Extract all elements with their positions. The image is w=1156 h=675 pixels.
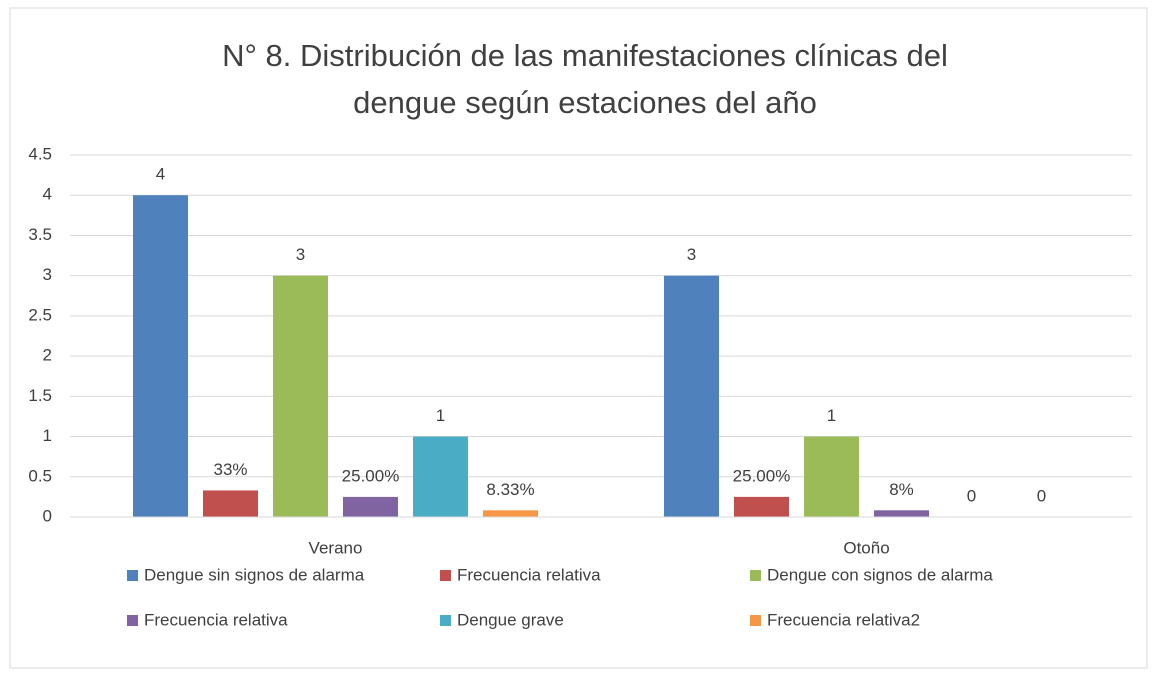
legend-swatch bbox=[440, 570, 451, 581]
bar bbox=[413, 436, 468, 517]
y-tick-label: 1.5 bbox=[28, 386, 52, 405]
data-label: 8.33% bbox=[486, 480, 534, 499]
chart-frame bbox=[9, 7, 1148, 669]
bar bbox=[203, 490, 258, 517]
y-tick-label: 3.5 bbox=[28, 225, 52, 244]
data-label: 1 bbox=[436, 406, 445, 425]
legend-label: Frecuencia relativa bbox=[144, 610, 288, 629]
legend-swatch bbox=[750, 570, 761, 581]
y-tick-label: 4 bbox=[43, 185, 52, 204]
legend-swatch bbox=[127, 615, 138, 626]
data-label: 25.00% bbox=[733, 466, 791, 485]
bar bbox=[734, 496, 789, 517]
bar bbox=[483, 510, 538, 517]
legend-swatch bbox=[127, 570, 138, 581]
x-tick-label: Verano bbox=[309, 538, 363, 557]
bar bbox=[874, 510, 929, 517]
legend-label: Dengue sin signos de alarma bbox=[144, 565, 365, 584]
legend-label: Frecuencia relativa2 bbox=[767, 610, 920, 629]
data-label: 3 bbox=[687, 245, 696, 264]
x-tick-label: Otoño bbox=[843, 538, 889, 557]
y-tick-label: 4.5 bbox=[28, 144, 52, 163]
legend-label: Dengue grave bbox=[457, 610, 564, 629]
data-label: 4 bbox=[156, 165, 165, 184]
data-label: 3 bbox=[296, 245, 305, 264]
data-label: 8% bbox=[889, 480, 914, 499]
bar bbox=[273, 275, 328, 517]
legend-swatch bbox=[440, 615, 451, 626]
legend-swatch bbox=[750, 615, 761, 626]
chart-title: N° 8. Distribución de las manifestacione… bbox=[222, 38, 948, 73]
data-label: 25.00% bbox=[342, 466, 400, 485]
chart-title: dengue según estaciones del año bbox=[353, 85, 817, 120]
y-tick-label: 3 bbox=[43, 265, 52, 284]
bar bbox=[343, 496, 398, 517]
y-tick-label: 0 bbox=[43, 506, 52, 525]
data-label: 0 bbox=[967, 486, 976, 505]
legend-label: Dengue con signos de alarma bbox=[767, 565, 993, 584]
y-tick-label: 1 bbox=[43, 426, 52, 445]
data-label: 0 bbox=[1037, 486, 1046, 505]
data-label: 33% bbox=[213, 460, 247, 479]
y-tick-label: 2.5 bbox=[28, 305, 52, 324]
bar bbox=[804, 436, 859, 517]
y-tick-label: 2 bbox=[43, 346, 52, 365]
bar bbox=[664, 275, 719, 517]
data-label: 1 bbox=[827, 406, 836, 425]
y-tick-label: 0.5 bbox=[28, 466, 52, 485]
bar bbox=[133, 195, 188, 517]
legend-label: Frecuencia relativa bbox=[457, 565, 601, 584]
